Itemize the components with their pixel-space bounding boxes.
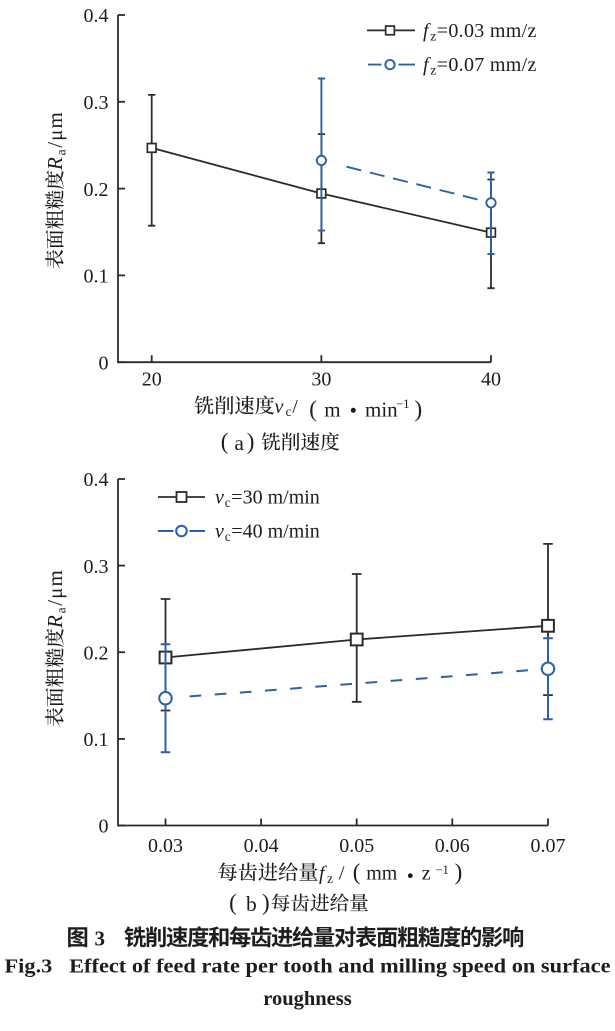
svg-text:): ) bbox=[262, 890, 270, 915]
svg-text:c: c bbox=[225, 495, 231, 510]
svg-text:0.03: 0.03 bbox=[148, 835, 183, 857]
svg-text:/: / bbox=[43, 142, 67, 148]
svg-text:0.4: 0.4 bbox=[84, 469, 109, 491]
svg-text:40: 40 bbox=[481, 368, 501, 390]
svg-text:0: 0 bbox=[99, 816, 109, 838]
svg-text:3: 3 bbox=[95, 926, 106, 950]
svg-text:min: min bbox=[365, 398, 398, 422]
svg-text:/: / bbox=[339, 863, 345, 885]
svg-text:a: a bbox=[53, 607, 68, 613]
svg-text:μm: μm bbox=[43, 111, 67, 141]
svg-text:b: b bbox=[246, 892, 257, 916]
svg-text:30: 30 bbox=[311, 368, 331, 390]
svg-text:0.3: 0.3 bbox=[84, 556, 109, 578]
svg-text:0.1: 0.1 bbox=[84, 266, 109, 288]
svg-text:(: ( bbox=[309, 397, 317, 422]
svg-text:0.1: 0.1 bbox=[84, 729, 109, 751]
svg-text:(: ( bbox=[221, 429, 229, 454]
svg-text:a: a bbox=[234, 431, 244, 455]
svg-text:0.2: 0.2 bbox=[84, 643, 109, 665]
svg-text:): ) bbox=[455, 860, 463, 885]
svg-text:Fig.3 Effect of feed rate pe: Fig.3 Effect of feed rate per tooth and … bbox=[5, 955, 611, 977]
svg-text:R: R bbox=[43, 615, 67, 629]
svg-text:/: / bbox=[43, 600, 67, 606]
svg-text:f: f bbox=[423, 20, 431, 42]
svg-text:0.07: 0.07 bbox=[531, 835, 566, 857]
svg-text:−1: −1 bbox=[396, 397, 409, 411]
svg-text:f: f bbox=[423, 54, 431, 76]
svg-text:=40 m/min: =40 m/min bbox=[231, 521, 320, 543]
svg-text:=30 m/min: =30 m/min bbox=[231, 487, 320, 509]
svg-text:0.2: 0.2 bbox=[84, 179, 109, 201]
svg-text:): ) bbox=[415, 397, 423, 422]
svg-text:0: 0 bbox=[99, 352, 109, 374]
svg-text:=0.07 mm/z: =0.07 mm/z bbox=[437, 54, 537, 76]
svg-text:z: z bbox=[422, 863, 431, 885]
svg-text:0.05: 0.05 bbox=[339, 835, 374, 857]
svg-text:a: a bbox=[53, 149, 68, 155]
svg-text:m: m bbox=[324, 398, 340, 422]
svg-text:v: v bbox=[215, 521, 224, 543]
svg-text:mm: mm bbox=[366, 863, 398, 885]
svg-text:20: 20 bbox=[142, 368, 162, 390]
svg-text:μm: μm bbox=[43, 569, 67, 599]
svg-text:roughness: roughness bbox=[263, 988, 352, 1010]
svg-text:R: R bbox=[43, 157, 67, 171]
svg-text:z: z bbox=[430, 63, 436, 78]
svg-text:(: ( bbox=[229, 890, 237, 915]
svg-text:=0.03 mm/z: =0.03 mm/z bbox=[437, 20, 537, 42]
svg-text:(: ( bbox=[353, 860, 361, 885]
svg-text:z: z bbox=[430, 29, 436, 44]
svg-text:−1: −1 bbox=[436, 863, 449, 877]
svg-text:v: v bbox=[275, 396, 284, 418]
svg-text:f: f bbox=[319, 863, 327, 885]
svg-text:0.06: 0.06 bbox=[435, 835, 470, 857]
svg-text:0.04: 0.04 bbox=[244, 835, 279, 857]
svg-text:z: z bbox=[327, 871, 333, 886]
svg-text:c: c bbox=[225, 529, 231, 544]
svg-text:/: / bbox=[292, 396, 298, 418]
svg-text:v: v bbox=[215, 487, 224, 509]
svg-text:c: c bbox=[286, 404, 292, 419]
svg-text:0.3: 0.3 bbox=[84, 92, 109, 114]
svg-text:0.4: 0.4 bbox=[84, 5, 109, 27]
svg-text:): ) bbox=[247, 429, 255, 454]
